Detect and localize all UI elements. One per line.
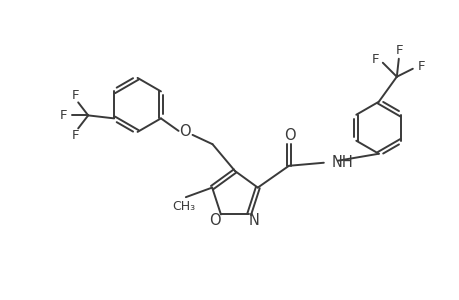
Text: F: F: [371, 53, 379, 66]
Text: F: F: [417, 60, 425, 73]
Text: F: F: [59, 109, 67, 122]
Text: O: O: [209, 213, 220, 228]
Text: O: O: [284, 128, 295, 143]
Text: N: N: [248, 213, 259, 228]
Text: F: F: [395, 44, 403, 57]
Text: NH: NH: [331, 155, 353, 170]
Text: F: F: [71, 129, 79, 142]
Text: O: O: [179, 124, 190, 140]
Text: F: F: [71, 89, 79, 102]
Text: CH₃: CH₃: [172, 200, 195, 213]
